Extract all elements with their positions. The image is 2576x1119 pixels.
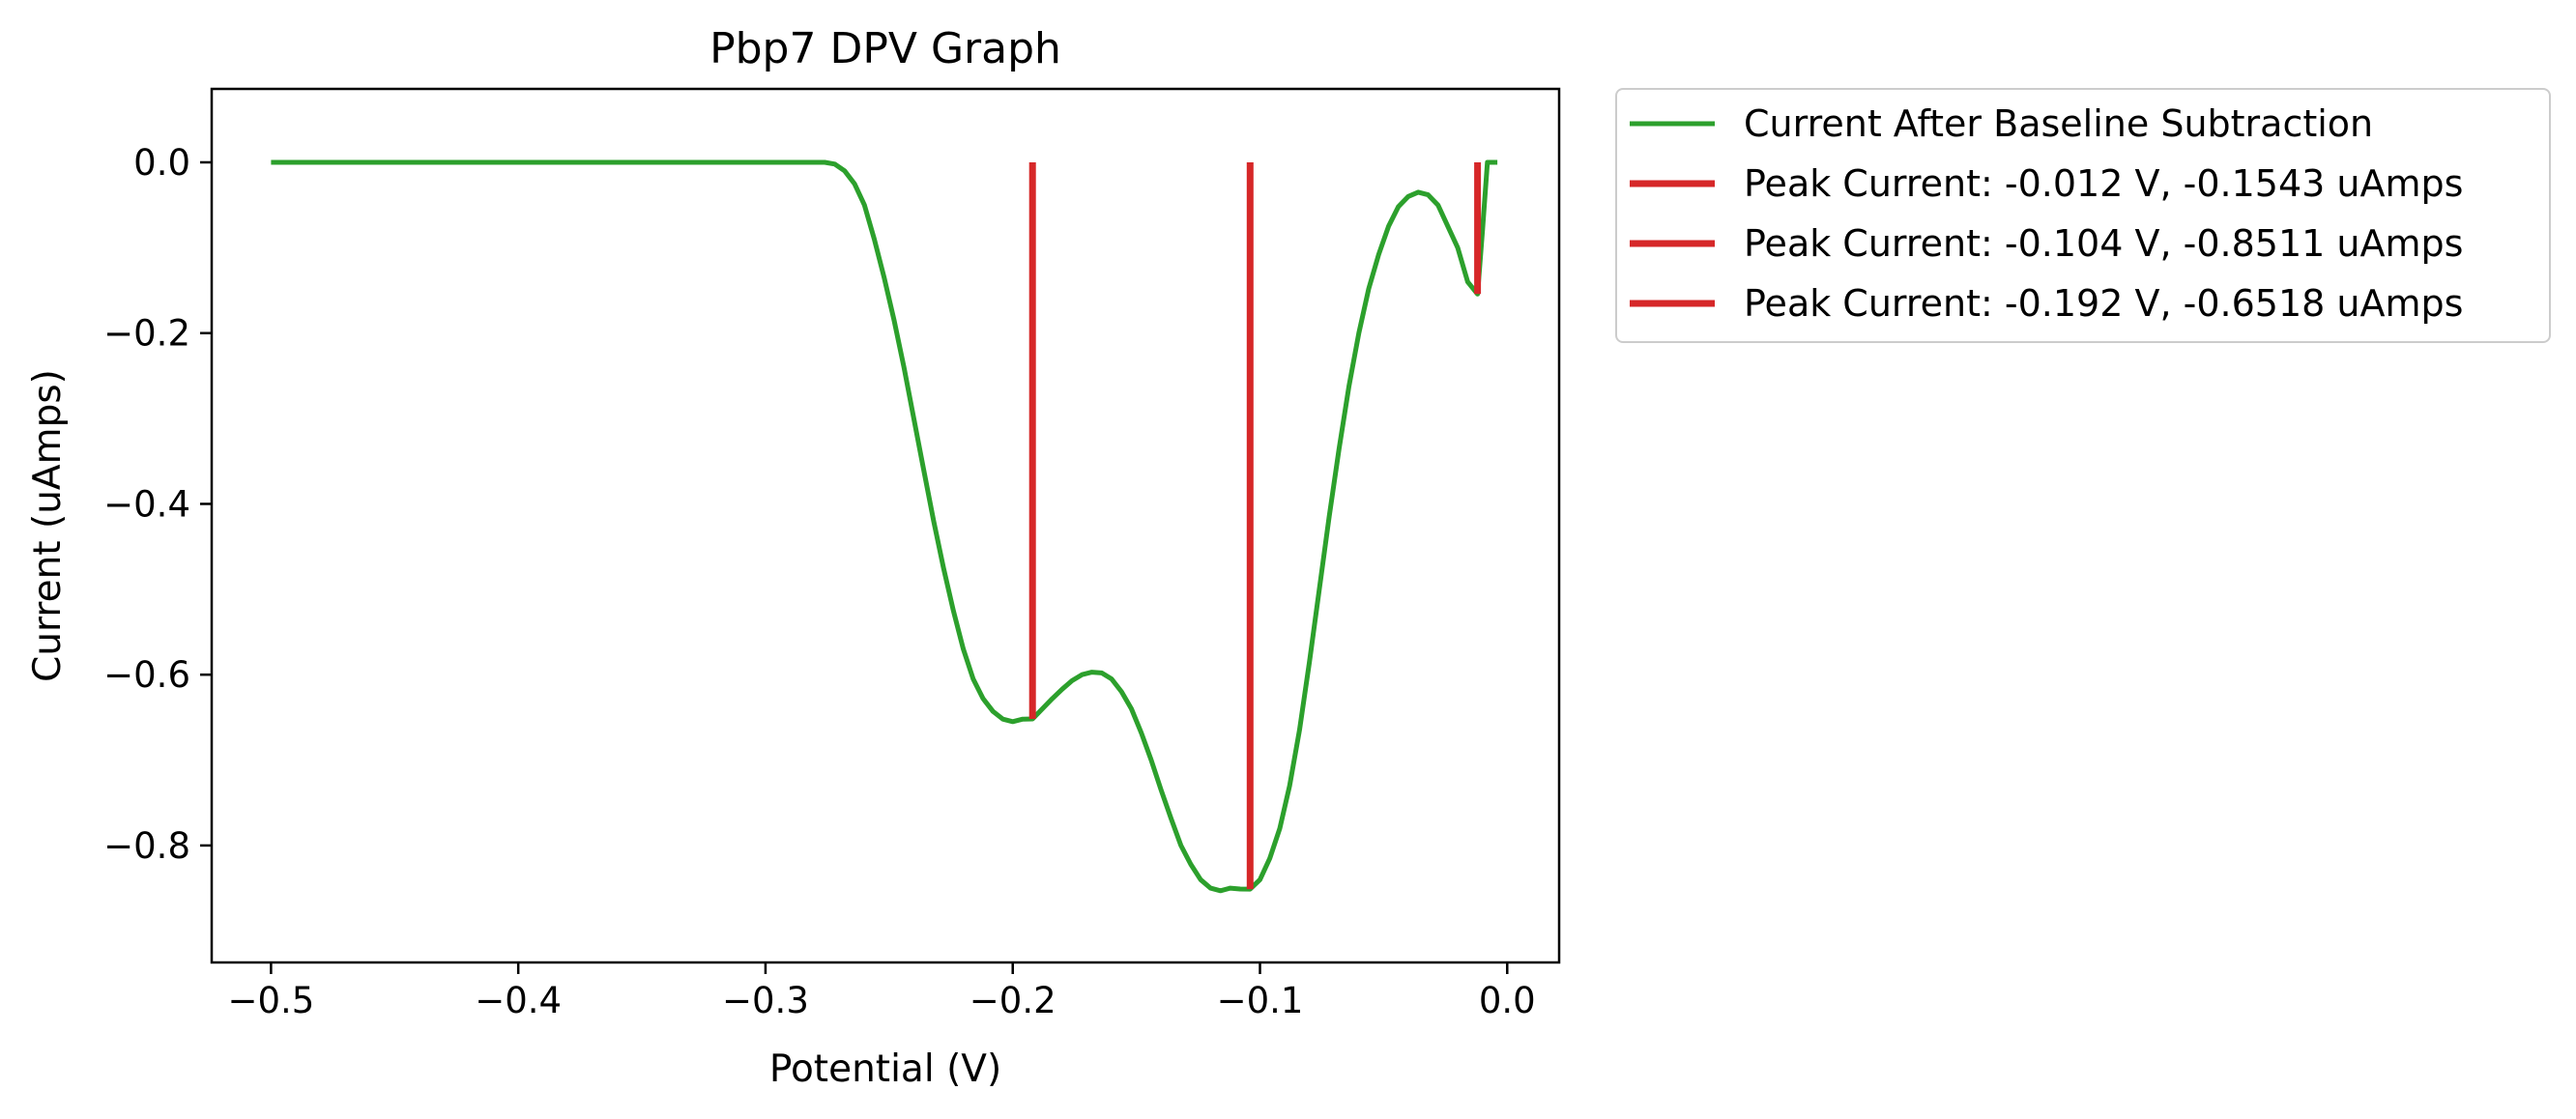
y-tick-label: −0.4 xyxy=(103,483,190,525)
y-tick-label: −0.8 xyxy=(103,825,190,867)
x-tick-label: 0.0 xyxy=(1479,980,1536,1021)
chart-title: Pbp7 DPV Graph xyxy=(709,24,1061,73)
legend: Current After Baseline Subtraction Peak C… xyxy=(1615,88,2551,343)
x-tick-label: −0.3 xyxy=(722,980,809,1021)
y-tick-label: 0.0 xyxy=(133,142,190,184)
y-tick-label: −0.2 xyxy=(103,313,190,355)
y-axis-ticks: 0.0 −0.2 −0.4 −0.6 −0.8 xyxy=(103,142,212,867)
legend-label: Peak Current: -0.192 V, -0.6518 uAmps xyxy=(1744,282,2463,325)
x-tick-label: −0.1 xyxy=(1217,980,1304,1021)
y-axis-label: Current (uAmps) xyxy=(26,369,70,682)
y-tick-label: −0.6 xyxy=(103,654,190,696)
legend-label: Peak Current: -0.104 V, -0.8511 uAmps xyxy=(1744,222,2463,265)
x-tick-label: −0.4 xyxy=(475,980,562,1021)
legend-entries: Current After Baseline Subtraction Peak C… xyxy=(1630,102,2463,325)
series-layer xyxy=(271,159,1498,894)
plot-frame xyxy=(210,87,1561,964)
legend-label: Current After Baseline Subtraction xyxy=(1744,102,2373,145)
series-line-0 xyxy=(271,159,1498,894)
x-axis-ticks: −0.5 −0.4 −0.3 −0.2 −0.1 0.0 xyxy=(227,962,1536,1021)
x-tick-label: −0.5 xyxy=(227,980,314,1021)
plot-area xyxy=(210,87,1561,964)
legend-box xyxy=(1615,88,2551,343)
x-tick-label: −0.2 xyxy=(970,980,1056,1021)
legend-label: Peak Current: -0.012 V, -0.1543 uAmps xyxy=(1744,162,2463,205)
x-axis-label: Potential (V) xyxy=(769,1047,1001,1091)
